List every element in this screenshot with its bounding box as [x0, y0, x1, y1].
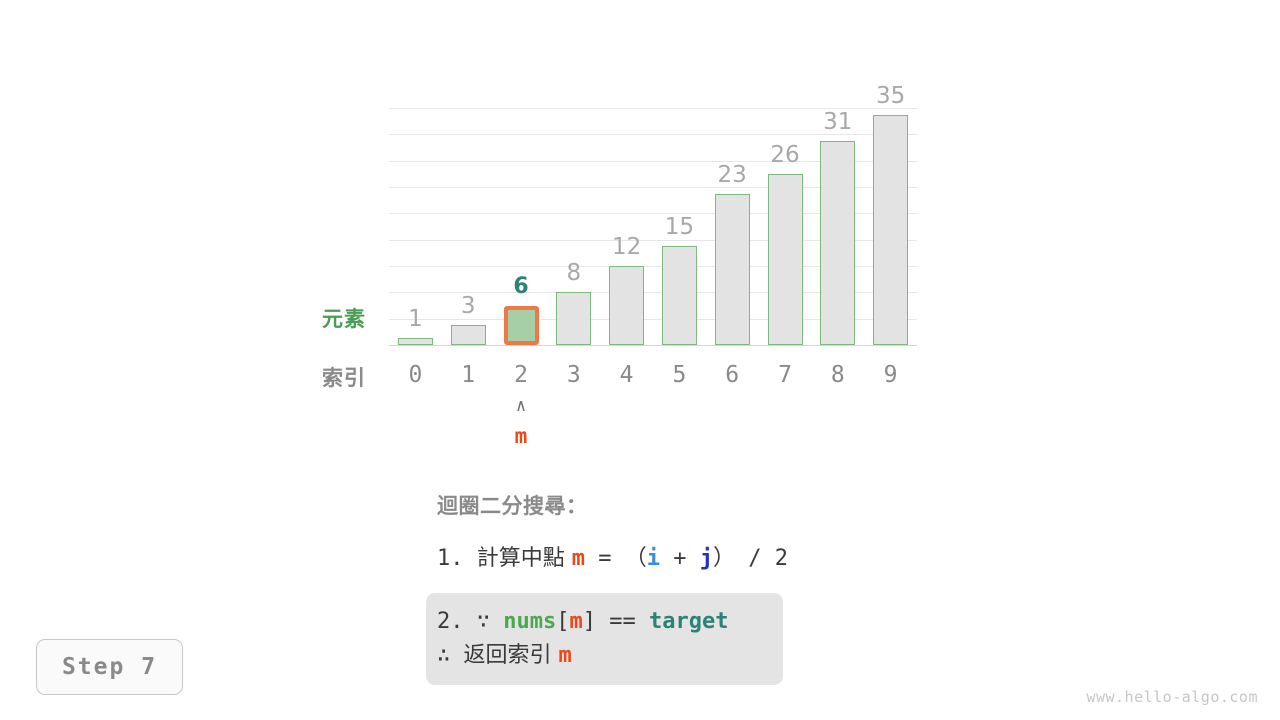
code-token-nums: nums: [503, 609, 557, 634]
index-label: 9: [883, 362, 898, 388]
row-title-index: 索引: [322, 366, 366, 390]
gridline: [389, 134, 917, 136]
bar-highlighted: [503, 305, 539, 345]
gridline: [389, 239, 917, 241]
gridline: [389, 108, 917, 109]
code-token-m: m: [569, 609, 583, 634]
step-badge: Step 7: [36, 639, 183, 695]
explanation-step-2-line-2: ∴ 返回索引 m: [437, 639, 783, 673]
code-token-plain: ∵: [476, 609, 504, 634]
code-token-m: m: [558, 643, 572, 669]
row-title-element: 元素: [322, 307, 366, 331]
bar: [397, 338, 433, 345]
bar-chart: [389, 108, 917, 346]
index-label: 7: [778, 362, 792, 388]
bar-value-label: 12: [611, 234, 642, 260]
index-label: 1: [461, 362, 476, 388]
bar-value-label: 1: [408, 306, 423, 333]
bar-value-label: 8: [566, 260, 582, 287]
watermark: www.hello-algo.com: [1086, 688, 1258, 706]
bar: [714, 193, 750, 345]
bar-value-label: 6: [513, 273, 529, 299]
index-label: 4: [619, 362, 634, 388]
bar: [609, 266, 645, 345]
gridline: [389, 213, 917, 215]
gridline: [389, 160, 917, 162]
code-token-cjk: 計算中點: [476, 546, 572, 571]
code-token-plain: ） / 2: [713, 546, 788, 571]
bar: [873, 114, 909, 345]
gridline: [389, 318, 917, 320]
bar-value-label: 3: [460, 293, 476, 320]
bar: [450, 325, 486, 345]
index-label: 0: [408, 362, 423, 388]
explanation-step-2-line-1: 2. ∵ nums[m] == target: [437, 605, 783, 639]
index-label: 8: [830, 362, 845, 388]
gridline: [389, 266, 917, 267]
index-label: 5: [672, 362, 687, 388]
code-token-m: m: [571, 546, 585, 571]
bar-value-label: 35: [875, 82, 906, 109]
bar-value-label: 23: [717, 161, 747, 188]
code-token-j: j: [699, 546, 713, 571]
index-label: 6: [725, 362, 740, 388]
explanation-step-1: 1. 計算中點 m = （i + j） / 2: [437, 542, 917, 576]
pointer-caret-m: ∧: [515, 396, 527, 416]
code-token-plain: +: [660, 546, 700, 571]
gridline: [389, 187, 917, 188]
bar: [820, 140, 856, 345]
code-token-plain: ∴: [437, 643, 464, 669]
step-number: 1.: [437, 546, 477, 571]
bar: [767, 173, 803, 345]
code-token-plain: = （: [585, 546, 647, 571]
explanation-heading: 迴圈二分搜尋：: [437, 494, 588, 518]
axis-baseline: [389, 345, 917, 346]
explanation-panel: 迴圈二分搜尋： 1. 計算中點 m = （i + j） / 2 2. ∵ num…: [426, 490, 917, 686]
bar-value-label: 26: [770, 141, 800, 168]
index-label: 3: [566, 362, 581, 388]
gridline: [389, 292, 917, 294]
code-token-plain: ] ==: [582, 609, 649, 634]
bar-value-label: 15: [664, 214, 695, 241]
bar: [661, 246, 697, 345]
bar: [556, 292, 592, 345]
index-label: 2: [514, 362, 528, 388]
code-token-target: target: [648, 609, 729, 634]
explanation-step-2-highlight-box: 2. ∵ nums[m] == target ∴ 返回索引 m: [426, 593, 783, 686]
bar-value-label: 31: [823, 108, 853, 135]
step-number: 2.: [437, 609, 477, 634]
pointer-label-m: m: [514, 424, 528, 448]
code-token-plain: [: [556, 609, 570, 634]
code-token-i: i: [646, 546, 660, 571]
code-token-cjk: 返回索引: [463, 643, 559, 669]
